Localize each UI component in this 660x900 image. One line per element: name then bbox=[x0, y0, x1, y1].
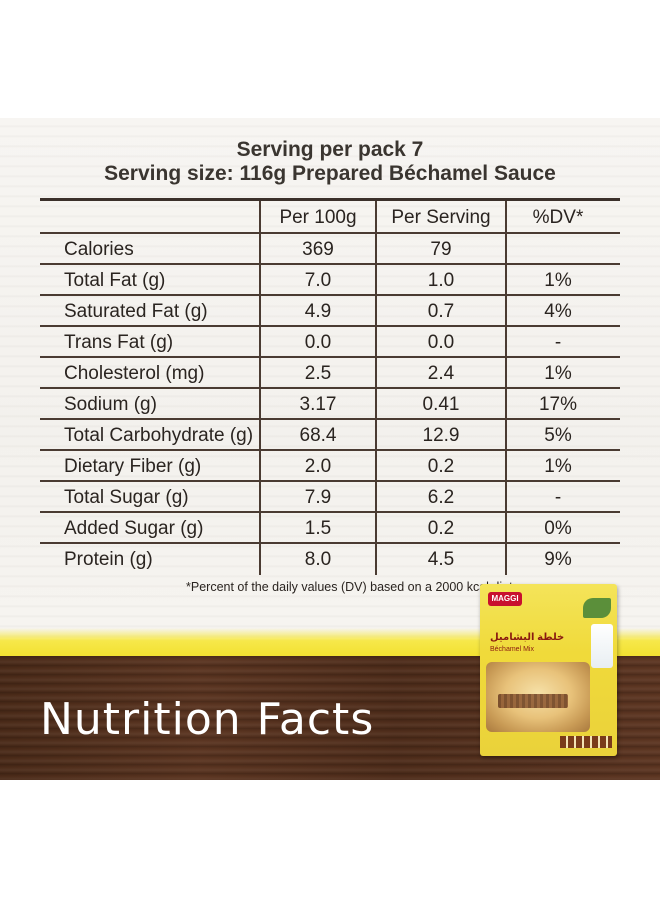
row-dv: 1% bbox=[544, 270, 572, 291]
row-per-serving: 79 bbox=[430, 239, 452, 260]
dish-filling bbox=[498, 694, 568, 708]
row-label: Added Sugar (g) bbox=[64, 518, 204, 539]
row-label: Calories bbox=[64, 239, 134, 260]
table-row-total-carbohydrate: Total Carbohydrate (g) 68.4 12.9 5% bbox=[40, 420, 620, 451]
row-label: Protein (g) bbox=[64, 549, 153, 570]
row-per-100g: 7.0 bbox=[304, 270, 332, 291]
row-dv: 4% bbox=[544, 301, 572, 322]
row-per-100g: 68.4 bbox=[299, 425, 337, 446]
row-dv: 5% bbox=[544, 425, 572, 446]
row-label: Total Sugar (g) bbox=[64, 487, 189, 508]
row-per-serving: 4.5 bbox=[427, 549, 455, 570]
row-dv: - bbox=[554, 332, 562, 353]
row-per-serving: 0.41 bbox=[422, 394, 460, 415]
row-label: Saturated Fat (g) bbox=[64, 301, 208, 322]
row-dv: 17% bbox=[538, 394, 578, 415]
row-per-serving: 1.0 bbox=[427, 270, 455, 291]
leaf-badge-icon bbox=[583, 598, 611, 618]
table-row-sodium: Sodium (g) 3.17 0.41 17% bbox=[40, 389, 620, 420]
table-top-rule bbox=[40, 198, 620, 201]
col-header-per-100g: Per 100g bbox=[279, 207, 357, 228]
column-divider bbox=[259, 201, 261, 575]
table-row-protein: Protein (g) 8.0 4.5 9% bbox=[40, 544, 620, 575]
col-header-dv: %DV* bbox=[532, 207, 584, 228]
row-label: Sodium (g) bbox=[64, 394, 157, 415]
row-label: Total Carbohydrate (g) bbox=[64, 425, 254, 446]
serving-per-pack: Serving per pack 7 bbox=[236, 138, 424, 161]
product-pack-image: MAGGI خلطة البشاميل Béchamel Mix bbox=[480, 584, 617, 756]
banner-title: Nutrition Facts bbox=[40, 694, 375, 745]
row-per-100g: 1.5 bbox=[304, 518, 332, 539]
nutrition-strip-icon bbox=[560, 736, 612, 748]
row-dv bbox=[506, 234, 610, 263]
row-per-100g: 369 bbox=[302, 239, 334, 260]
row-dv: 1% bbox=[544, 363, 572, 384]
column-divider bbox=[375, 201, 377, 575]
row-per-serving: 0.2 bbox=[427, 456, 455, 477]
table-row-added-sugar: Added Sugar (g) 1.5 0.2 0% bbox=[40, 513, 620, 544]
table-row-trans-fat: Trans Fat (g) 0.0 0.0 - bbox=[40, 327, 620, 358]
row-per-100g: 2.5 bbox=[304, 363, 332, 384]
row-per-serving: 6.2 bbox=[427, 487, 455, 508]
row-per-serving: 0.7 bbox=[427, 301, 455, 322]
row-per-serving: 0.0 bbox=[427, 332, 455, 353]
row-per-100g: 0.0 bbox=[304, 332, 332, 353]
row-dv: 9% bbox=[544, 549, 572, 570]
product-name-english: Béchamel Mix bbox=[490, 646, 534, 653]
row-per-serving: 12.9 bbox=[422, 425, 460, 446]
milk-glass-icon bbox=[591, 624, 613, 668]
brand-logo: MAGGI bbox=[488, 592, 522, 606]
table-row-dietary-fiber: Dietary Fiber (g) 2.0 0.2 1% bbox=[40, 451, 620, 482]
row-per-100g: 8.0 bbox=[304, 549, 332, 570]
row-per-100g: 3.17 bbox=[299, 394, 337, 415]
row-per-100g: 7.9 bbox=[304, 487, 332, 508]
row-dv: - bbox=[554, 487, 562, 508]
table-row-saturated-fat: Saturated Fat (g) 4.9 0.7 4% bbox=[40, 296, 620, 327]
col-header-per-serving: Per Serving bbox=[391, 207, 491, 228]
row-label: Trans Fat (g) bbox=[64, 332, 174, 353]
table-row-cholesterol: Cholesterol (mg) 2.5 2.4 1% bbox=[40, 358, 620, 389]
table-row-total-fat: Total Fat (g) 7.0 1.0 1% bbox=[40, 265, 620, 296]
table-row-calories: Calories 369 79 bbox=[40, 234, 620, 265]
row-per-serving: 0.2 bbox=[427, 518, 455, 539]
row-dv: 0% bbox=[544, 518, 572, 539]
table-header-row: Per 100g Per Serving %DV* bbox=[40, 201, 620, 234]
column-divider bbox=[505, 201, 507, 575]
product-name-arabic: خلطة البشاميل bbox=[490, 632, 565, 643]
serving-size: Serving size: 116g Prepared Béchamel Sau… bbox=[104, 162, 556, 185]
dv-footnote: *Percent of the daily values (DV) based … bbox=[186, 580, 517, 594]
row-label: Total Fat (g) bbox=[64, 270, 166, 291]
table-row-total-sugar: Total Sugar (g) 7.9 6.2 - bbox=[40, 482, 620, 513]
paper-background bbox=[0, 118, 660, 638]
row-per-100g: 2.0 bbox=[304, 456, 332, 477]
row-label: Dietary Fiber (g) bbox=[64, 456, 202, 477]
row-dv: 1% bbox=[544, 456, 572, 477]
row-per-serving: 2.4 bbox=[427, 363, 455, 384]
row-label: Cholesterol (mg) bbox=[64, 363, 205, 384]
row-per-100g: 4.9 bbox=[304, 301, 332, 322]
